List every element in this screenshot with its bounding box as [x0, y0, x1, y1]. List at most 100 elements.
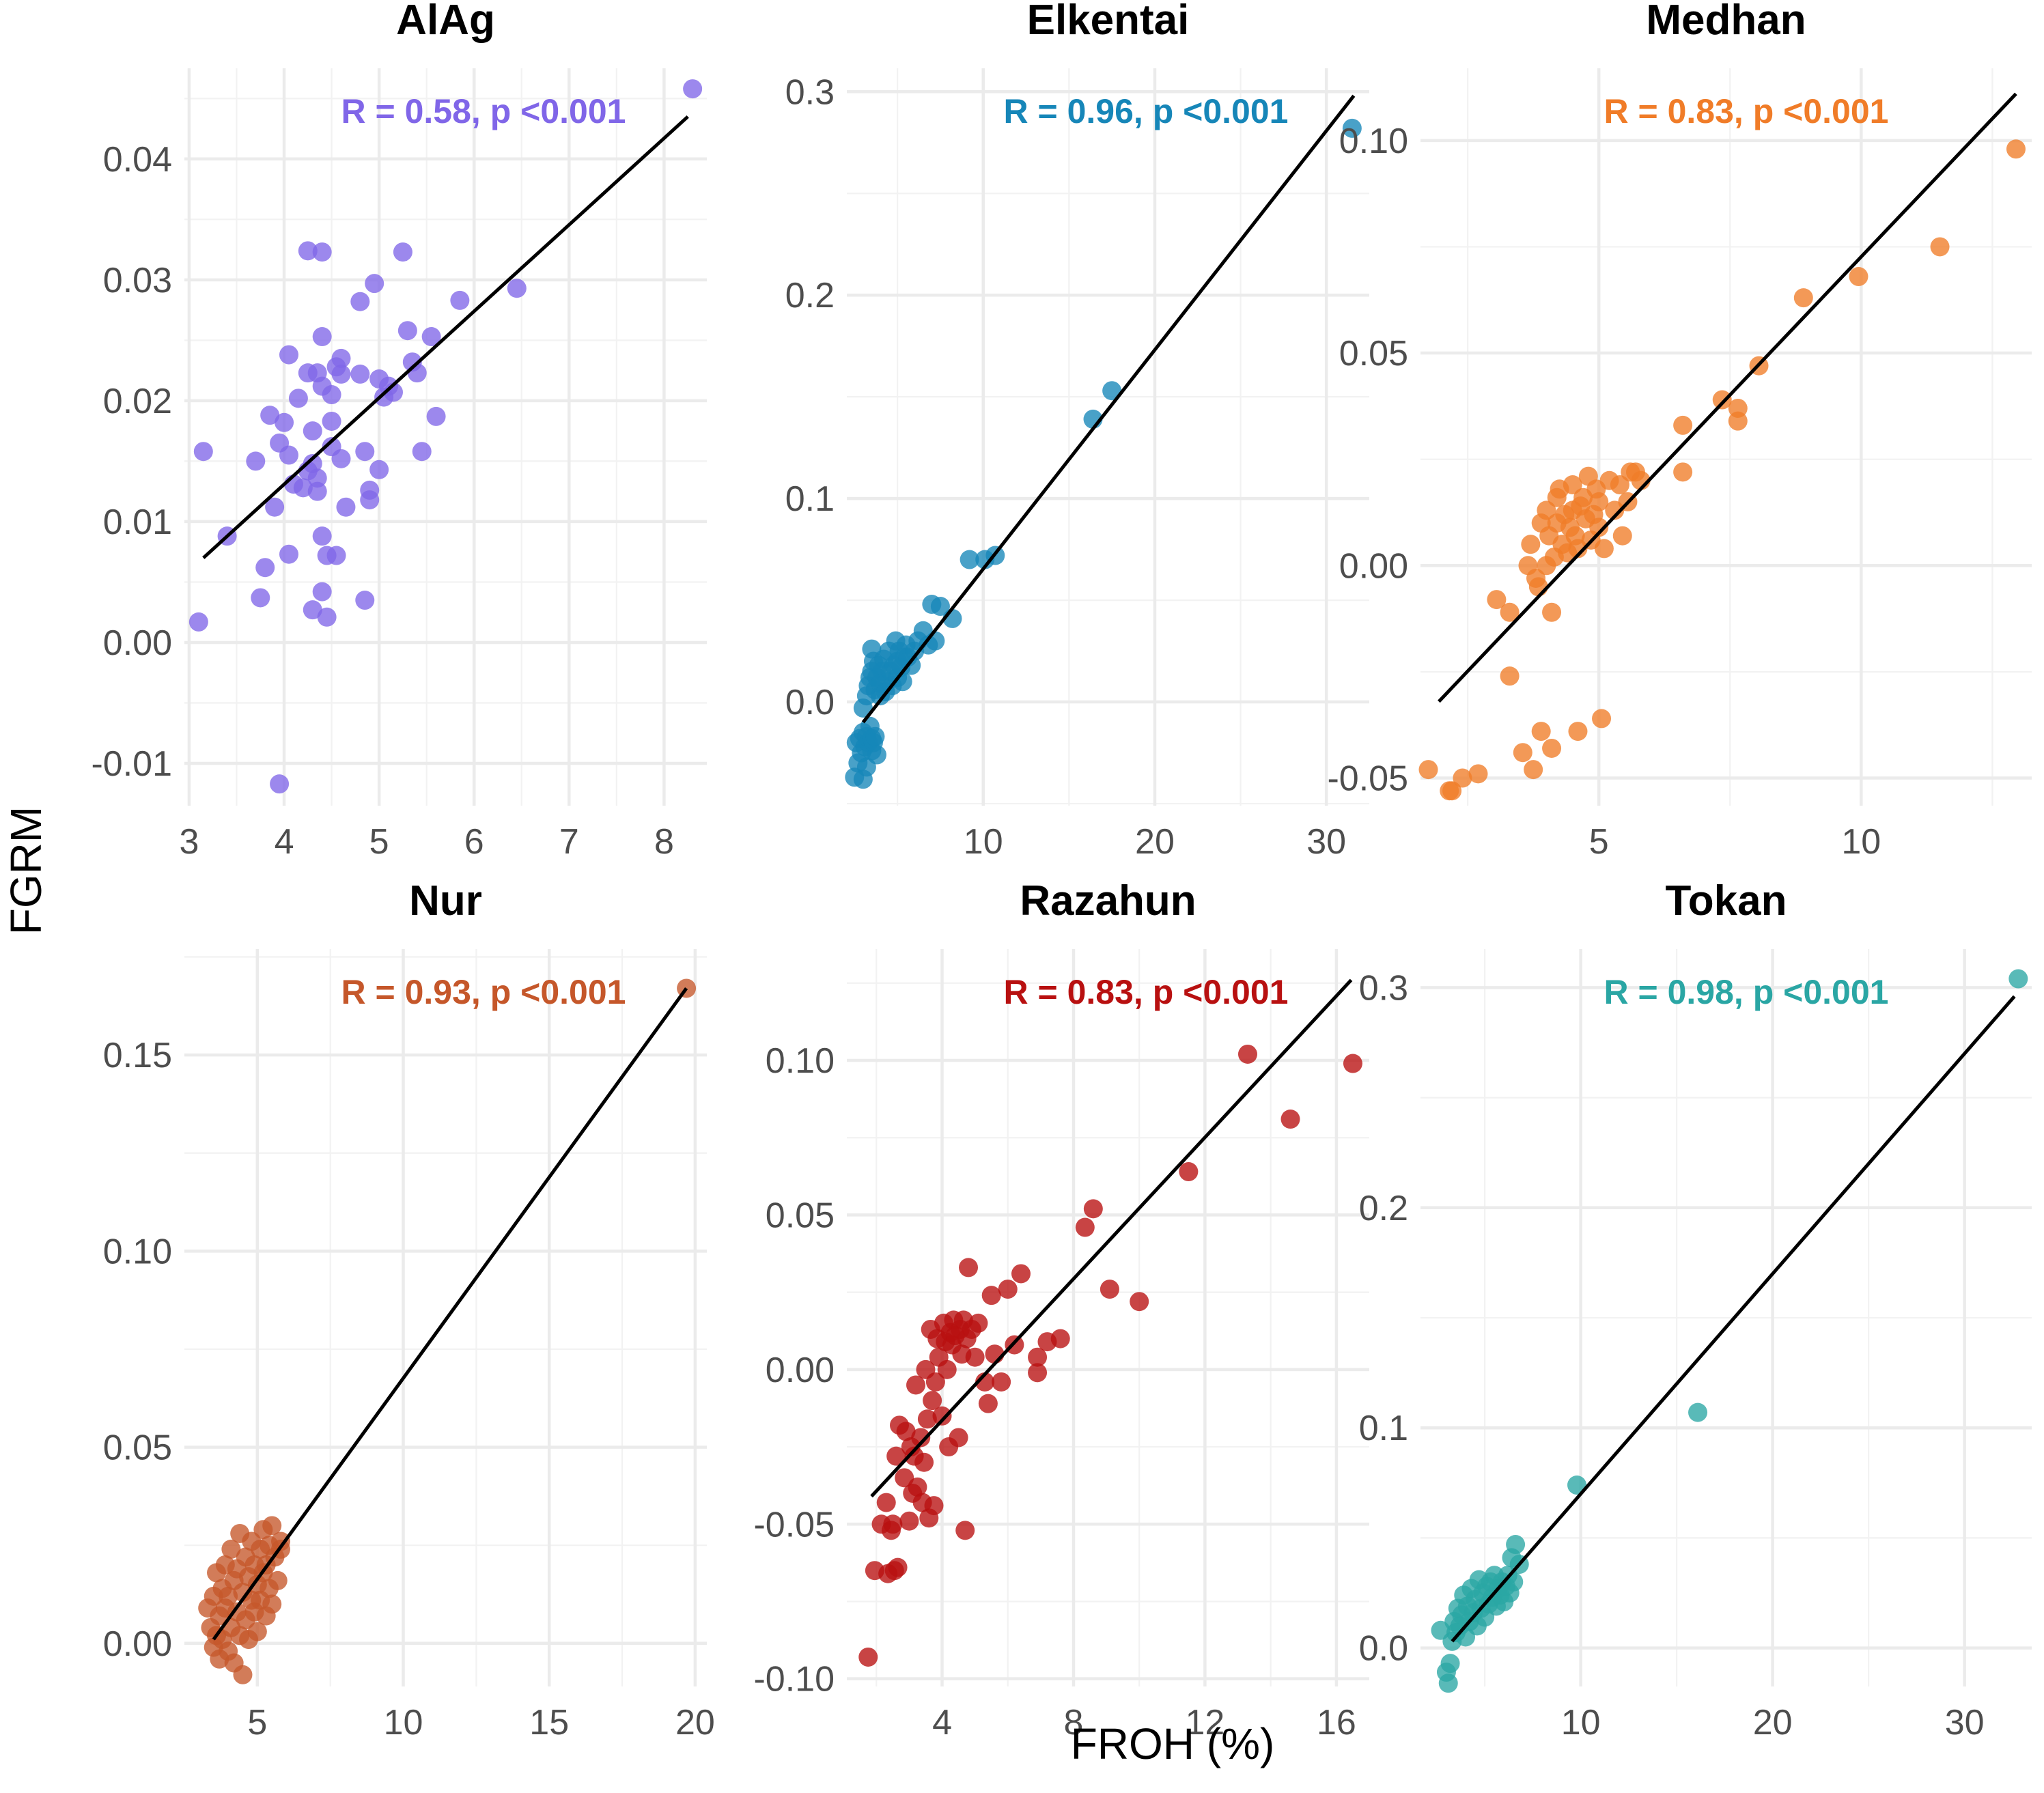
panel-title: Tokan [1666, 877, 1787, 924]
data-point [2008, 969, 2028, 989]
x-tick-label: 16 [1317, 1703, 1356, 1742]
data-point [260, 406, 280, 425]
data-point [355, 442, 375, 462]
data-point [1542, 738, 1562, 758]
x-tick-label: 5 [247, 1703, 267, 1742]
data-point [312, 582, 332, 602]
data-point [288, 389, 308, 408]
data-point [255, 558, 275, 578]
data-point [968, 1313, 988, 1333]
correlation-annotation: R = 0.98, p <0.001 [1604, 973, 1889, 1011]
x-tick-label: 7 [559, 822, 579, 862]
panel-title: Medhan [1646, 0, 1806, 44]
y-tick-label: 0.10 [1339, 122, 1408, 161]
data-point [978, 1394, 998, 1413]
regression-line [202, 115, 689, 559]
data-point [930, 597, 950, 617]
y-tick-label: 0.03 [103, 261, 172, 300]
data-point [247, 1622, 267, 1641]
x-tick-label: 30 [1945, 1703, 1985, 1742]
data-point [1673, 415, 1693, 435]
data-point [336, 497, 356, 517]
data-point [1050, 1329, 1070, 1349]
data-point [322, 411, 341, 431]
data-point [925, 1372, 945, 1392]
x-tick-label: 15 [529, 1703, 569, 1742]
data-point [1849, 267, 1868, 287]
x-tick-label: 20 [1753, 1703, 1793, 1742]
data-point [303, 600, 322, 620]
data-point [279, 544, 298, 564]
y-tick-label: 0.05 [103, 1428, 172, 1468]
regression-line [1451, 995, 2016, 1643]
y-tick-label: 0.2 [1359, 1189, 1408, 1228]
panel-title: AlAg [396, 0, 495, 44]
y-tick-label: 0.0 [1359, 1629, 1408, 1669]
data-point [1028, 1363, 1048, 1383]
x-tick-label: 5 [1589, 822, 1609, 862]
y-tick-label: 0.00 [103, 1624, 172, 1664]
data-point [937, 1359, 957, 1379]
data-point [1592, 709, 1612, 729]
data-point [1567, 1476, 1587, 1495]
data-point [1342, 118, 1362, 138]
y-tick-label: 0.10 [103, 1232, 172, 1271]
panel-title: Elkentai [1027, 0, 1190, 44]
data-point [279, 345, 298, 365]
x-tick-label: 4 [275, 822, 294, 862]
data-point [914, 1452, 934, 1472]
y-tick-label: 0.2 [785, 276, 835, 315]
data-point [221, 1539, 241, 1559]
data-point [965, 1347, 985, 1367]
y-tick-label: 0.1 [1359, 1409, 1408, 1448]
data-point [1418, 760, 1438, 780]
data-point [1102, 381, 1122, 401]
y-tick-label: 0.00 [1339, 546, 1408, 586]
correlation-annotation: R = 0.83, p <0.001 [1004, 973, 1289, 1011]
data-point [1610, 475, 1629, 495]
correlation-annotation: R = 0.93, p <0.001 [341, 973, 626, 1011]
data-point [2006, 139, 2026, 159]
data-point [1793, 288, 1813, 308]
data-point [955, 1521, 975, 1540]
data-point [917, 1409, 937, 1429]
data-point [1438, 1674, 1458, 1693]
x-tick-label: 30 [1306, 822, 1346, 862]
data-point [1011, 1264, 1031, 1284]
data-point [992, 1372, 1011, 1392]
data-point [365, 274, 384, 294]
data-point [233, 1665, 253, 1684]
y-tick-label: 0.3 [785, 72, 835, 112]
data-point [307, 468, 327, 488]
data-point [350, 292, 370, 311]
data-point [1728, 398, 1748, 418]
data-point [1179, 1162, 1199, 1182]
data-point [1673, 462, 1693, 482]
data-point [1487, 590, 1507, 610]
data-point [251, 588, 270, 608]
data-point [1594, 539, 1614, 559]
data-point [908, 1477, 927, 1497]
data-point [981, 1286, 1001, 1305]
data-point [360, 480, 380, 500]
data-point [1537, 500, 1556, 520]
data-point [507, 279, 527, 298]
data-point [1563, 475, 1582, 495]
data-point [899, 1511, 919, 1531]
data-point [331, 364, 351, 384]
data-point [270, 774, 290, 794]
data-point [312, 526, 332, 546]
x-tick-label: 5 [369, 822, 389, 862]
x-tick-label: 8 [1064, 1703, 1084, 1742]
data-point [960, 550, 979, 569]
regression-line [861, 94, 1356, 724]
x-tick-label: 12 [1186, 1703, 1225, 1742]
data-point [397, 321, 417, 341]
data-point [924, 1496, 944, 1516]
data-point [246, 451, 266, 471]
x-tick-label: 10 [1841, 822, 1881, 862]
panel-nur: 5 10 15 20 0.00 0.05 0.10 0.15 Nur R = 0.93, p <0… [103, 877, 715, 1742]
correlation-annotation: R = 0.96, p <0.001 [1004, 92, 1289, 130]
data-point [407, 363, 427, 383]
x-tick-label: 10 [964, 822, 1003, 862]
